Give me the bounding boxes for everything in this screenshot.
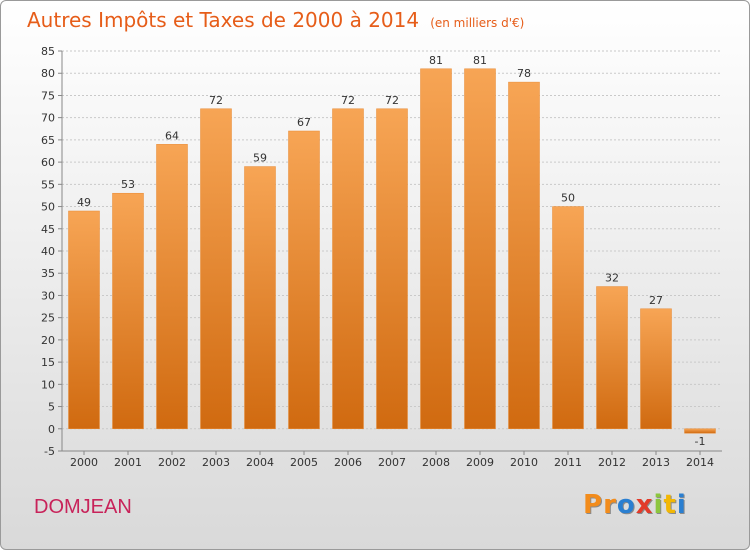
bar-2012 (596, 286, 628, 430)
y-tick-label: 5 (48, 401, 55, 414)
data-label-2009: 81 (473, 54, 487, 67)
data-label-2006: 72 (341, 94, 355, 107)
y-tick-label: 10 (41, 378, 55, 391)
town-name: DOMJEAN (34, 496, 132, 518)
y-tick-label: 65 (41, 134, 55, 147)
x-tick-label-2005: 2005 (290, 456, 318, 469)
y-tick-label: 60 (41, 156, 55, 169)
bar-2004 (244, 166, 276, 430)
y-tick-label: 45 (41, 223, 55, 236)
y-tick-label: 70 (41, 112, 55, 125)
data-label-2010: 78 (517, 67, 531, 80)
logo-letter: i (653, 490, 664, 520)
proxiti-logo: Proxiti (583, 490, 687, 520)
x-tick-label-2009: 2009 (466, 456, 494, 469)
bar-2008 (420, 68, 452, 430)
y-tick-label: 85 (41, 45, 55, 58)
bar-2010 (508, 81, 540, 430)
bar-2007 (376, 108, 408, 430)
y-tick-label: 80 (41, 67, 55, 80)
bar-2003 (200, 108, 232, 430)
y-tick-label: 30 (41, 289, 55, 302)
bar-2002 (156, 144, 188, 430)
y-tick-label: 75 (41, 89, 55, 102)
y-tick-label: 25 (41, 312, 55, 325)
data-label-2005: 67 (297, 116, 311, 129)
x-tick-label-2002: 2002 (158, 456, 186, 469)
bar-2000 (68, 210, 100, 430)
x-tick-label-2010: 2010 (510, 456, 538, 469)
logo-letter: t (663, 490, 677, 520)
data-label-2014: -1 (695, 435, 706, 448)
y-tick-label: 15 (41, 356, 55, 369)
data-label-2003: 72 (209, 94, 223, 107)
logo-letter: i (676, 490, 687, 520)
bar-2009 (464, 68, 496, 430)
bar-2006 (332, 108, 364, 430)
logo-letter: P (583, 490, 604, 520)
bar-2014 (684, 428, 716, 434)
x-tick-label-2004: 2004 (246, 456, 274, 469)
x-tick-label-2001: 2001 (114, 456, 142, 469)
x-tick-label-2014: 2014 (686, 456, 714, 469)
x-tick-label-2013: 2013 (642, 456, 670, 469)
x-tick-label-2011: 2011 (554, 456, 582, 469)
logo-letter: r (603, 490, 617, 520)
data-label-2008: 81 (429, 54, 443, 67)
x-tick-label-2000: 2000 (70, 456, 98, 469)
bar-2005 (288, 130, 320, 430)
y-tick-label: 40 (41, 245, 55, 258)
x-tick-label-2007: 2007 (378, 456, 406, 469)
y-tick-label: -5 (44, 445, 55, 458)
data-label-2002: 64 (165, 129, 179, 142)
bar-2001 (112, 192, 144, 430)
bar-2011 (552, 206, 584, 430)
x-tick-label-2012: 2012 (598, 456, 626, 469)
chart-header: Autres Impôts et Taxes de 2000 à 2014 (e… (27, 8, 524, 32)
x-tick-label-2006: 2006 (334, 456, 362, 469)
data-label-2000: 49 (77, 196, 91, 209)
y-tick-label: 55 (41, 178, 55, 191)
bar-2013 (640, 308, 672, 430)
logo-letter: x (635, 490, 654, 520)
data-label-2013: 27 (649, 294, 663, 307)
chart-title: Autres Impôts et Taxes de 2000 à 2014 (27, 8, 420, 32)
data-label-2001: 53 (121, 178, 135, 191)
chart-subtitle: (en milliers d'€) (430, 16, 525, 30)
data-label-2012: 32 (605, 272, 619, 285)
data-label-2004: 59 (253, 152, 267, 165)
logo-letter: o (616, 490, 636, 520)
y-tick-label: 0 (48, 423, 55, 436)
y-tick-label: 50 (41, 201, 55, 214)
x-tick-label-2008: 2008 (422, 456, 450, 469)
data-label-2007: 72 (385, 94, 399, 107)
data-label-2011: 50 (561, 192, 575, 205)
x-tick-label-2003: 2003 (202, 456, 230, 469)
y-tick-label: 35 (41, 267, 55, 280)
y-tick-label: 20 (41, 334, 55, 347)
